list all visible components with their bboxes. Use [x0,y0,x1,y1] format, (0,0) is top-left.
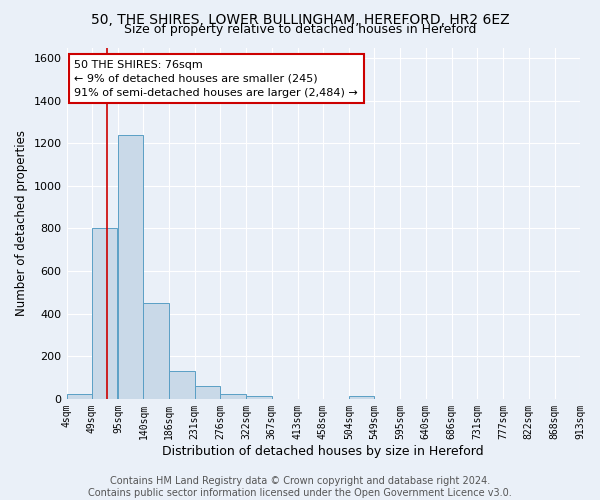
Bar [220,394,245,399]
Bar [92,228,118,399]
Bar [118,135,143,399]
Y-axis label: Number of detached properties: Number of detached properties [15,130,28,316]
Bar [169,371,195,399]
Text: 50, THE SHIRES, LOWER BULLINGHAM, HEREFORD, HR2 6EZ: 50, THE SHIRES, LOWER BULLINGHAM, HEREFO… [91,12,509,26]
X-axis label: Distribution of detached houses by size in Hereford: Distribution of detached houses by size … [163,444,484,458]
Bar [246,396,272,399]
Bar [143,303,169,399]
Text: Size of property relative to detached houses in Hereford: Size of property relative to detached ho… [124,22,476,36]
Bar [349,396,374,399]
Bar [67,394,92,399]
Bar [195,386,220,399]
Text: Contains HM Land Registry data © Crown copyright and database right 2024.
Contai: Contains HM Land Registry data © Crown c… [88,476,512,498]
Text: 50 THE SHIRES: 76sqm
← 9% of detached houses are smaller (245)
91% of semi-detac: 50 THE SHIRES: 76sqm ← 9% of detached ho… [74,60,358,98]
